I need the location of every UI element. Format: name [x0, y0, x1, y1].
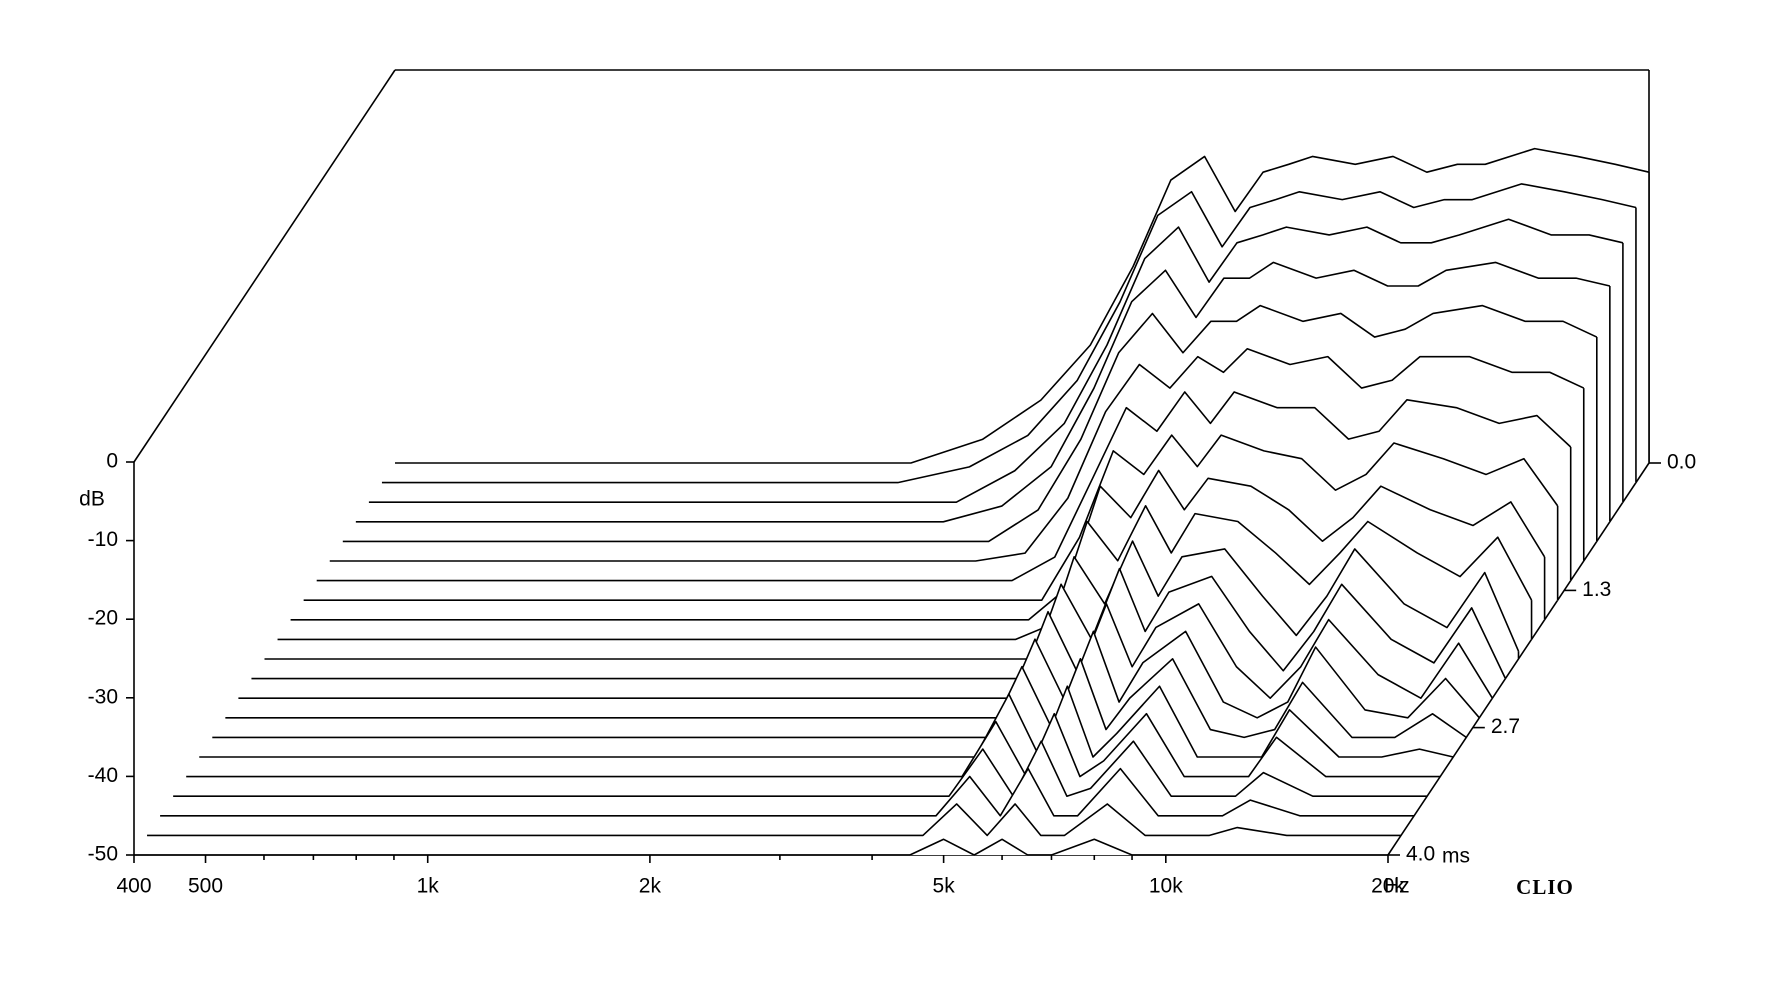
slice-fill	[134, 839, 1388, 855]
y-tick-label: -30	[88, 685, 118, 708]
z-tick-label: 1.3	[1582, 578, 1611, 601]
x-tick-label: 400	[116, 875, 151, 898]
y-tick-label: -20	[88, 607, 118, 630]
slice-line	[147, 803, 1402, 837]
slice-line	[212, 657, 1467, 739]
slice-line	[186, 712, 1441, 778]
slice-line	[225, 630, 1480, 719]
slice-line	[381, 183, 1637, 484]
slice-line	[277, 504, 1533, 641]
slice-line	[290, 469, 1546, 621]
slice-line	[342, 304, 1598, 543]
z-axis-label: ms	[1442, 845, 1470, 868]
y-tick-label: -50	[88, 843, 118, 866]
x-tick-label: 1k	[417, 875, 440, 898]
slice-line	[160, 767, 1415, 817]
slice-line	[368, 218, 1624, 504]
x-tick-label: 500	[188, 875, 223, 898]
slice-line	[316, 391, 1572, 582]
slice-line	[395, 147, 1650, 464]
z-tick-label: 2.7	[1491, 715, 1520, 738]
z-tick-label: 0.0	[1667, 451, 1696, 474]
slice-line	[238, 603, 1494, 700]
slice-fill	[160, 768, 1415, 816]
slice-fill	[173, 741, 1428, 797]
y-axis-label: dB	[79, 488, 105, 511]
x-tick-label: 20k	[1371, 875, 1405, 898]
slice-line	[264, 540, 1520, 660]
brand: CLIO	[1516, 875, 1574, 899]
slice-line	[199, 685, 1454, 758]
z-tick-label: 4.0	[1406, 843, 1435, 866]
slice-fill	[147, 803, 1402, 836]
x-axis-label: Hz	[1384, 875, 1410, 898]
y-tick-label: -10	[88, 528, 118, 551]
y-tick-label: -40	[88, 764, 118, 787]
x-tick-label: 10k	[1149, 875, 1183, 898]
slice-line	[251, 567, 1507, 680]
x-tick-label: 2k	[639, 875, 662, 898]
slice-fill	[186, 713, 1441, 777]
frame-line	[133, 69, 396, 463]
slice-line	[329, 347, 1585, 562]
slice-line	[173, 740, 1428, 798]
x-tick-label: 5k	[933, 875, 956, 898]
slice-line	[303, 434, 1559, 602]
y-tick-label: 0	[106, 450, 118, 473]
slice-line	[134, 838, 1388, 856]
slice-line	[355, 261, 1611, 523]
